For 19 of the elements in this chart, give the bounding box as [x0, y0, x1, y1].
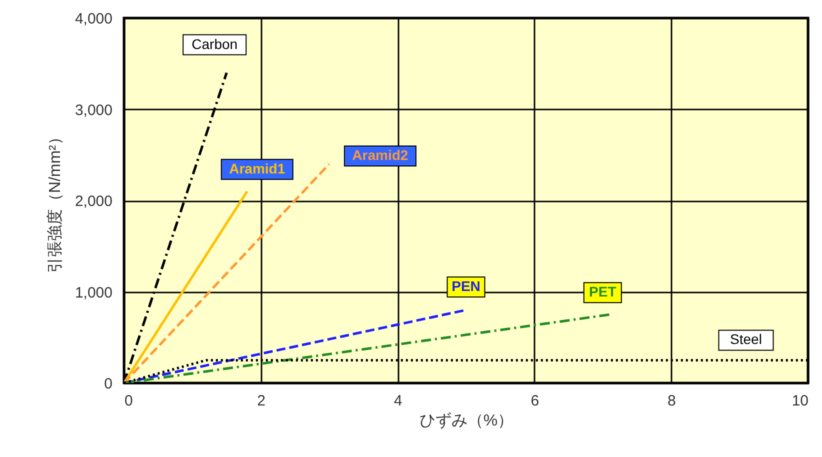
x-axis-title: ひずみ（%） — [419, 412, 514, 430]
series-label: PEN — [452, 278, 480, 294]
series-label: Aramid1 — [229, 160, 286, 176]
x-tick-label: 0 — [124, 392, 133, 410]
y-tick-label: 0 — [104, 376, 112, 392]
series-label: Carbon — [192, 36, 238, 52]
y-tick-label: 1,000 — [74, 284, 112, 302]
x-tick-label: 4 — [394, 392, 402, 410]
x-tick-label: 6 — [530, 392, 540, 410]
series-label: Aramid2 — [352, 147, 408, 163]
x-tick-label: 8 — [668, 392, 676, 410]
x-tick-label: 2 — [257, 392, 266, 410]
y-tick-label: 4,000 — [74, 10, 112, 28]
y-tick-label: 2,000 — [74, 193, 112, 210]
y-axis-title: 引張強度（N/mm²） — [46, 129, 64, 273]
y-tick-label: 3,000 — [74, 102, 112, 119]
x-tick-label: 10 — [792, 392, 808, 410]
series-label: Steel — [730, 331, 762, 348]
series-label: PET — [589, 284, 617, 300]
